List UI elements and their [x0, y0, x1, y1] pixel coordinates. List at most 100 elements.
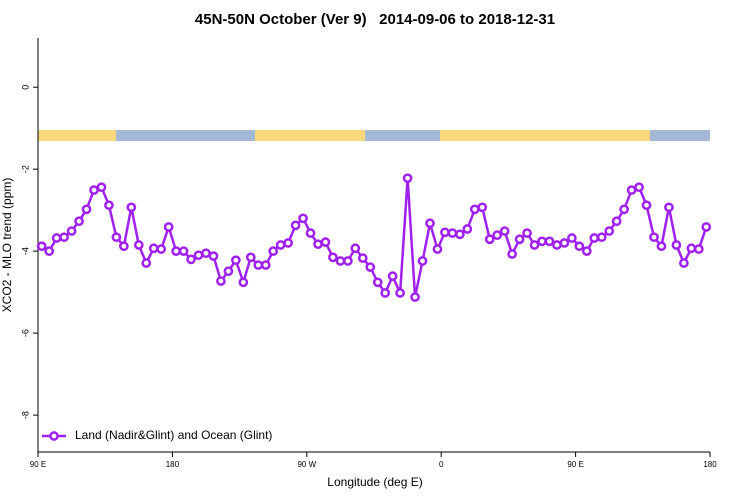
data-point — [141, 258, 152, 268]
chart-title: 45N-50N October (Ver 9) 2014-09-06 to 20… — [195, 11, 555, 28]
legend-marker — [49, 431, 59, 441]
y-tick-label: -8 — [20, 411, 30, 419]
y-tick-label: -2 — [20, 165, 30, 173]
data-point — [186, 254, 196, 265]
data-point — [178, 246, 189, 256]
data-point — [350, 243, 361, 254]
data-point — [365, 262, 376, 272]
data-point — [119, 241, 129, 252]
data-point — [89, 185, 99, 195]
data-point — [417, 256, 428, 266]
data-point — [522, 228, 532, 238]
data-point — [81, 204, 92, 215]
data-point — [372, 277, 383, 288]
data-point — [462, 224, 473, 234]
legend-label: Land (Nadir&Glint) and Ocean (Glint) — [75, 428, 272, 442]
data-point — [514, 234, 525, 245]
data-point — [208, 251, 219, 261]
data-point — [395, 288, 405, 298]
data-point — [469, 204, 480, 215]
x-axis-label: Longitude (deg E) — [327, 475, 422, 489]
x-tick-label: 0 — [439, 460, 444, 469]
data-point — [328, 252, 338, 263]
data-point — [701, 222, 712, 232]
data-point — [231, 255, 241, 266]
data-point — [238, 277, 249, 288]
data-point — [59, 232, 69, 243]
data-point — [253, 260, 264, 270]
data-point — [343, 256, 353, 266]
data-point — [268, 246, 279, 256]
x-tick-label: 180 — [166, 460, 180, 469]
y-tick-label: -4 — [20, 247, 30, 255]
data-point — [671, 240, 682, 250]
data-point — [260, 260, 271, 270]
data-point — [589, 233, 600, 243]
data-point — [313, 239, 323, 250]
data-point — [133, 240, 144, 250]
data-point — [619, 204, 629, 215]
data-point — [477, 202, 488, 213]
data-point — [36, 241, 47, 252]
data-point — [104, 200, 114, 211]
data-point — [410, 292, 420, 302]
data-point — [484, 234, 495, 245]
data-point — [604, 226, 615, 236]
x-tick-label: 90 E — [30, 460, 46, 469]
data-point — [51, 233, 62, 243]
data-point — [201, 248, 211, 259]
data-point — [425, 218, 435, 229]
x-tick-label: 90 W — [297, 460, 316, 469]
data-point — [634, 182, 644, 193]
data-point — [298, 213, 308, 224]
data-point — [223, 266, 234, 277]
data-point — [537, 236, 547, 247]
data-point — [44, 246, 55, 256]
data-point — [74, 216, 84, 227]
data-point — [275, 240, 286, 250]
data-point — [387, 271, 398, 282]
y-axis-label: XCO2 - MLO trend (ppm) — [0, 178, 14, 313]
data-point — [679, 258, 689, 268]
data-point — [649, 232, 659, 243]
data-point — [111, 232, 122, 243]
data-point — [656, 241, 667, 252]
data-point — [432, 244, 443, 254]
x-tick-label: 180 — [703, 460, 717, 469]
data-point — [216, 276, 226, 286]
data-point — [611, 216, 622, 227]
data-point — [574, 241, 585, 252]
data-point — [440, 227, 450, 238]
data-point — [66, 226, 77, 236]
y-tick-label: -6 — [20, 329, 30, 337]
data-point — [357, 253, 368, 263]
data-point — [96, 182, 107, 193]
data-point — [596, 232, 607, 243]
data-point — [581, 246, 592, 256]
data-point — [626, 185, 637, 195]
data-point — [447, 228, 458, 238]
map-strip — [38, 130, 710, 141]
data-point — [171, 246, 181, 256]
data-point — [492, 230, 503, 241]
data-point — [499, 226, 510, 236]
data-point — [290, 220, 301, 231]
data-point — [305, 228, 316, 238]
data-point — [559, 238, 570, 248]
data-point — [380, 288, 391, 298]
x-tick-label: 90 E — [567, 460, 583, 469]
data-point — [335, 256, 346, 266]
data-point — [507, 249, 517, 259]
data-point — [245, 252, 256, 263]
data-point — [126, 202, 137, 213]
y-tick-label: 0 — [20, 85, 30, 90]
data-point — [567, 233, 577, 243]
data-point — [163, 222, 174, 232]
data-point — [529, 240, 540, 250]
data-point — [148, 243, 159, 254]
data-point — [193, 250, 204, 261]
data-point — [641, 200, 652, 211]
data-point — [664, 202, 674, 213]
data-point — [320, 237, 331, 247]
